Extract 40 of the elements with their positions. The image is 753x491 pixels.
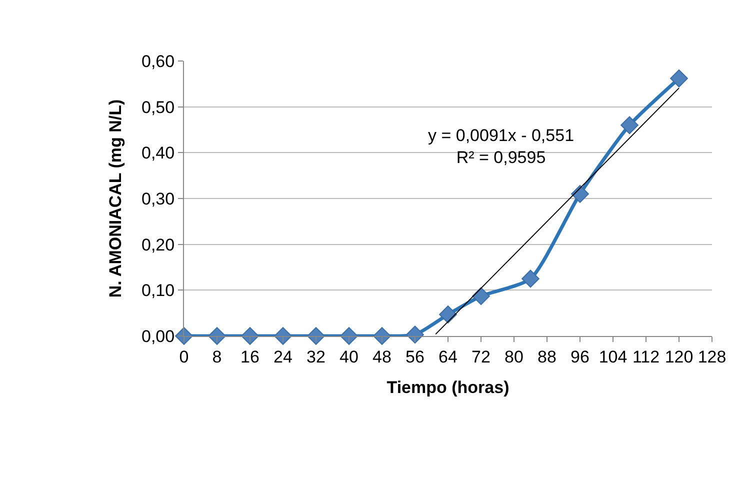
x-tick-label: 32 [306,347,326,366]
point [439,306,457,324]
x-tick-label: 96 [570,347,590,366]
x-tick-label: 40 [340,347,358,366]
x-tick-label: 112 [632,347,660,366]
x-tick-label: 120 [664,347,694,366]
y-tick-label: 0,10 [142,281,175,300]
x-tick-label: 48 [372,347,392,366]
x-tick-label: 80 [504,347,524,366]
x-tick-label: 128 [698,347,726,366]
y-tick-label: 0,20 [142,235,175,254]
point [522,270,540,288]
point [670,69,688,88]
y-tick-label: 0,40 [142,144,175,163]
point [472,287,490,306]
x-tick-label: 64 [438,347,458,366]
x-tick-label: 72 [472,347,490,366]
y-tick-label: 0,50 [142,98,175,117]
x-tick-label: 8 [212,347,222,366]
y-tick-label: 0,30 [142,189,175,208]
y-tick-label: 0,00 [142,326,175,346]
x-tick-label: 104 [598,347,628,366]
x-tick-label: 16 [240,347,260,366]
point [274,327,292,345]
y-tick-label: 0,60 [142,52,175,71]
point [571,184,589,203]
x-tick-label: 88 [538,347,556,366]
point [406,326,424,344]
annotation: y = 0,0091x - 0,551 R² = 0,9595 [428,126,574,168]
y-axis-title: N. AMONIACAL (mg N/L) [106,99,126,298]
point [620,116,638,134]
point [340,327,358,345]
x-tick-label: 56 [406,347,424,366]
x-tick-label: 0 [179,347,189,366]
point [208,327,226,345]
point [307,327,325,345]
point [241,327,259,345]
x-tick-label: 24 [274,347,292,366]
point [373,327,391,345]
x-axis-title: Tiempo (horas) [386,378,510,397]
